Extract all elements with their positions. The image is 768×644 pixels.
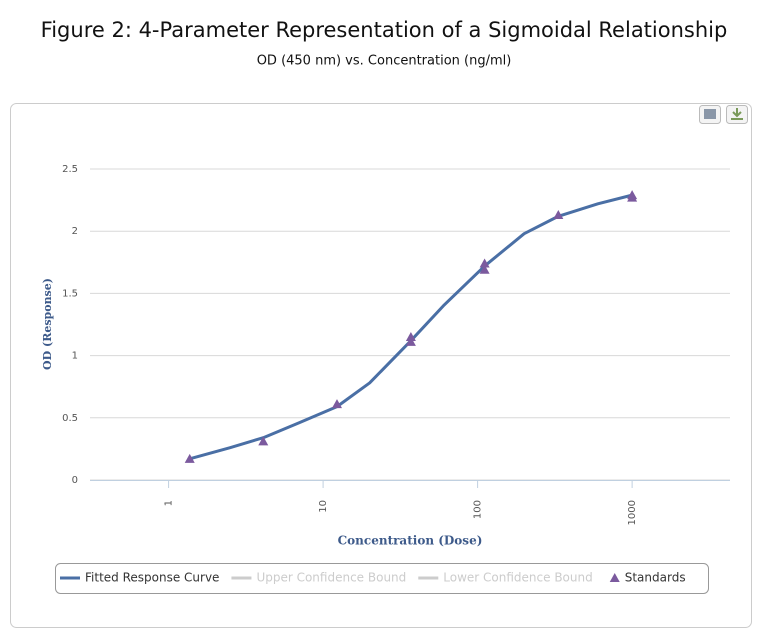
chart-frame bbox=[10, 103, 752, 628]
legend-item[interactable]: Lower Confidence Bound bbox=[443, 571, 592, 585]
legend-item[interactable]: Standards bbox=[625, 571, 686, 585]
standard-point bbox=[553, 210, 564, 220]
legend-item[interactable]: Fitted Response Curve bbox=[85, 571, 219, 585]
x-tick-label: 1000 bbox=[627, 500, 638, 525]
x-tick-label: 100 bbox=[473, 500, 484, 519]
print-icon bbox=[704, 109, 716, 119]
standard-point bbox=[479, 264, 490, 274]
standard-point bbox=[405, 331, 416, 341]
x-tick-label: 10 bbox=[318, 500, 329, 513]
y-axis-title: OD (Response) bbox=[41, 278, 54, 370]
y-tick-label: 2.5 bbox=[62, 164, 78, 175]
y-tick-label: 0 bbox=[72, 475, 78, 486]
legend-item[interactable]: Upper Confidence Bound bbox=[256, 571, 406, 585]
standard-point bbox=[258, 436, 269, 446]
x-axis-title: Concentration (Dose) bbox=[338, 534, 483, 548]
y-tick-label: 1.5 bbox=[62, 288, 78, 299]
print-button[interactable] bbox=[699, 105, 721, 124]
standard-point bbox=[331, 399, 342, 409]
standard-point bbox=[479, 258, 490, 268]
chart-subtitle: OD (450 nm) vs. Concentration (ng/ml) bbox=[257, 54, 512, 69]
standard-point bbox=[405, 336, 416, 346]
y-tick-label: 2 bbox=[72, 226, 78, 237]
y-tick-label: 0.5 bbox=[62, 413, 78, 424]
x-tick-label: 1 bbox=[164, 500, 175, 506]
download-button[interactable] bbox=[726, 105, 748, 124]
chart-title: Figure 2: 4-Parameter Representation of … bbox=[41, 18, 728, 42]
legend-box bbox=[55, 563, 709, 594]
download-icon bbox=[731, 108, 743, 120]
legend-symbol bbox=[609, 573, 620, 582]
y-tick-label: 1 bbox=[72, 351, 78, 362]
standard-point bbox=[627, 192, 638, 202]
standard-point bbox=[184, 453, 195, 463]
